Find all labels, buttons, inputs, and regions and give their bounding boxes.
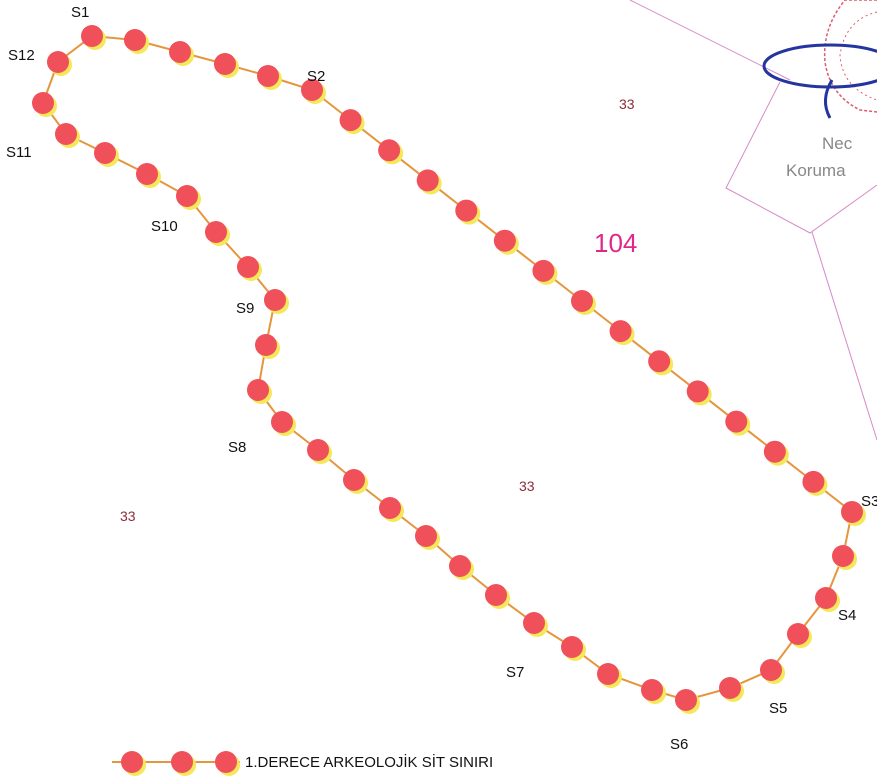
boundary-dot <box>841 501 863 523</box>
boundary-dot <box>641 679 663 701</box>
point-label-s12: S12 <box>8 47 35 64</box>
boundary-dot <box>301 79 323 101</box>
parcel-label-104: 104 <box>594 228 637 258</box>
point-label-s11: S11 <box>6 144 32 161</box>
parcel-label-center: 33 <box>519 478 535 494</box>
legend: 1.DERECE ARKEOLOJİK SİT SINIRI <box>112 751 493 776</box>
point-labels: S1 S2 S3 S4 S5 S6 S7 S8 S9 S10 S11 S12 <box>6 4 877 753</box>
boundary-dot <box>81 25 103 47</box>
boundary-dot <box>247 379 269 401</box>
boundary-dot <box>532 259 555 282</box>
point-label-s4: S4 <box>838 607 856 624</box>
boundary-dot <box>55 123 77 145</box>
point-label-s7: S7 <box>506 664 524 681</box>
boundary-dot <box>416 169 439 192</box>
boundary-dot <box>237 256 259 278</box>
boundary-dot <box>760 659 782 681</box>
parcel-label-left: 33 <box>120 508 136 524</box>
parcel-label-top-right: 33 <box>619 96 635 112</box>
legend-symbol <box>121 751 240 776</box>
boundary-dot <box>169 41 191 63</box>
point-label-s6: S6 <box>670 736 688 753</box>
point-label-s5: S5 <box>769 700 787 717</box>
stamp: Nec Koruma <box>762 0 877 180</box>
site-boundary-dots <box>32 25 866 714</box>
boundary-dot <box>561 636 583 658</box>
boundary-dot <box>648 350 671 373</box>
boundary-dot <box>763 440 786 463</box>
boundary-dot <box>47 51 69 73</box>
boundary-dot <box>176 185 198 207</box>
boundary-dot <box>339 109 362 132</box>
boundary-dot <box>343 469 365 491</box>
boundary-dot <box>136 163 158 185</box>
parcel-line-top <box>629 0 791 81</box>
site-boundary-line <box>41 34 854 702</box>
boundary-dot <box>205 221 227 243</box>
stamp-line-1: Nec <box>822 134 853 153</box>
signature-loop <box>762 43 877 89</box>
point-label-s3: S3 <box>861 493 877 510</box>
boundary-dot <box>307 439 329 461</box>
boundary-dot <box>214 53 236 75</box>
boundary-dot <box>597 663 619 685</box>
boundary-dot <box>257 65 279 87</box>
boundary-dot <box>271 411 293 433</box>
point-label-s2: S2 <box>307 68 325 85</box>
boundary-dot <box>609 320 632 343</box>
boundary-polygon <box>41 34 854 702</box>
legend-dot <box>121 751 143 773</box>
boundary-dot <box>719 677 741 699</box>
legend-dot <box>171 751 193 773</box>
boundary-dot <box>493 229 516 252</box>
boundary-dot <box>32 92 54 114</box>
boundary-dot <box>485 584 507 606</box>
boundary-dot <box>264 289 286 311</box>
boundary-dot <box>725 410 748 433</box>
point-label-s9: S9 <box>236 300 254 317</box>
point-label-s10: S10 <box>151 218 178 235</box>
boundary-dot <box>815 587 837 609</box>
boundary-dot <box>124 29 146 51</box>
stamp-line-2: Koruma <box>786 161 846 180</box>
boundary-dot <box>832 545 854 567</box>
boundary-dot <box>686 380 709 403</box>
boundary-dot <box>415 525 437 547</box>
parcel-line-right <box>811 231 877 441</box>
boundary-dot <box>379 497 401 519</box>
boundary-dot <box>449 555 471 577</box>
boundary-dot <box>94 142 116 164</box>
boundary-dot <box>675 689 697 711</box>
parcel-line-block <box>725 81 877 234</box>
boundary-dot <box>787 623 809 645</box>
point-label-s1: S1 <box>71 4 89 21</box>
signature-stroke <box>824 79 834 119</box>
boundary-dot <box>455 199 478 222</box>
stamp-seal-ring-inner <box>839 11 877 101</box>
stamp-seal-ring <box>823 0 877 113</box>
boundary-dot <box>802 470 825 493</box>
legend-dot <box>215 751 237 773</box>
boundary-dot <box>378 139 401 162</box>
boundary-dot <box>523 612 545 634</box>
point-label-s8: S8 <box>228 439 246 456</box>
boundary-dot <box>255 334 277 356</box>
legend-label: 1.DERECE ARKEOLOJİK SİT SINIRI <box>245 753 493 771</box>
boundary-dot <box>571 290 593 312</box>
